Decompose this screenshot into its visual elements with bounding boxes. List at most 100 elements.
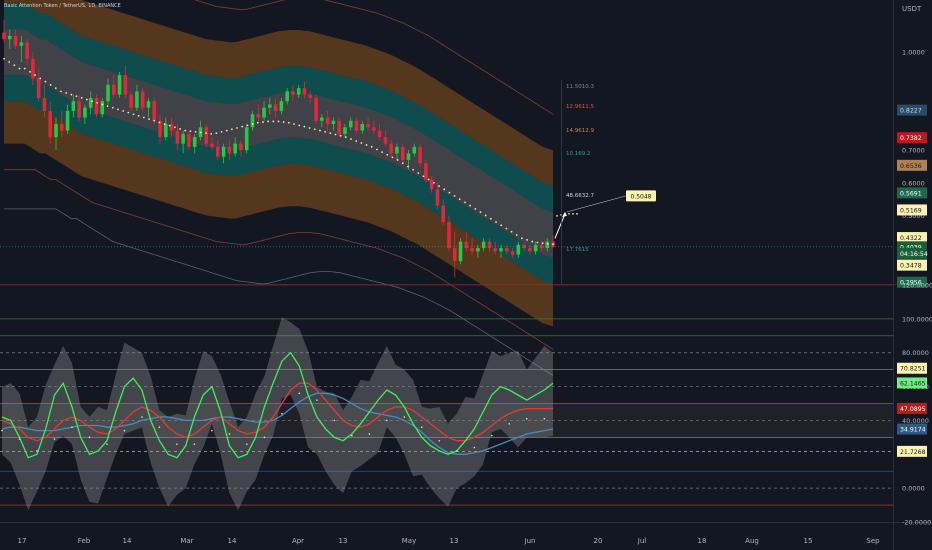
- basis-dot: [272, 120, 275, 123]
- candle-body: [59, 124, 64, 131]
- time-tick-label: May: [402, 537, 416, 545]
- rsi-tag: [897, 445, 927, 457]
- signal-dot: [421, 426, 423, 429]
- price-tick-label: 0.6000: [902, 179, 925, 187]
- price-tag: [897, 276, 927, 288]
- teal-upper-band: [4, 3, 553, 213]
- candle-body: [250, 114, 255, 128]
- basis-dot: [189, 130, 192, 133]
- candle-body: [268, 104, 272, 108]
- signal-dot: [1, 429, 3, 432]
- candle-body: [175, 130, 180, 144]
- rsi-tick-label: 120.0000: [902, 282, 932, 290]
- candle-body: [169, 124, 174, 131]
- price-tag: [897, 204, 927, 216]
- candle-body: [36, 78, 41, 98]
- signal-dot: [176, 443, 178, 445]
- basis-dot: [106, 105, 109, 107]
- basis-dot: [142, 116, 145, 119]
- basis-dot: [85, 98, 88, 101]
- basis-dot: [381, 151, 383, 154]
- signal-dot: [211, 429, 213, 432]
- basis-dot: [184, 129, 187, 132]
- candle-body: [227, 146, 232, 154]
- candle-body: [13, 35, 18, 46]
- basis-dot: [8, 61, 11, 63]
- signal-dot: [368, 433, 371, 435]
- basis-dot: [541, 242, 544, 245]
- basis-dot: [474, 208, 477, 210]
- price-tick-label: 0.5000: [902, 212, 925, 220]
- signal-dot: [193, 443, 196, 445]
- basis-dot: [122, 110, 125, 112]
- candle-body: [146, 101, 151, 108]
- candle-body: [325, 117, 330, 125]
- basis-dot: [546, 242, 549, 245]
- outer-upper-band: [4, 0, 553, 187]
- candle-body: [360, 124, 365, 131]
- time-tick-label: 14: [228, 537, 237, 545]
- candle-body: [152, 101, 157, 121]
- basis-dot: [13, 64, 16, 67]
- level-label: 48.6632.7: [566, 193, 594, 199]
- price-tag: [897, 247, 927, 259]
- middle-band: [4, 29, 553, 258]
- candle-body: [256, 114, 261, 118]
- time-tick-label: Apr: [292, 537, 304, 545]
- basis-dot: [215, 132, 218, 135]
- basis-dot: [407, 165, 409, 168]
- candle-body: [31, 58, 35, 79]
- candle-body: [210, 143, 214, 147]
- basis-dot: [464, 201, 466, 204]
- currency-label: USDT: [902, 5, 922, 13]
- basis-dot: [355, 140, 358, 142]
- candle-body: [164, 124, 168, 138]
- basis-dot: [205, 132, 207, 135]
- basis-dot: [484, 214, 487, 217]
- signal-dot: [543, 417, 546, 420]
- basis-dot: [329, 132, 332, 135]
- rsi-tick-label: -20.0000: [902, 519, 931, 527]
- candle-body: [129, 94, 133, 108]
- basis-dot: [495, 221, 497, 223]
- level-label: 17.7615: [566, 247, 589, 253]
- basis-dot: [241, 125, 244, 128]
- candle-body: [366, 124, 370, 128]
- basis-dot: [39, 77, 42, 80]
- basis-dot: [412, 168, 415, 171]
- candle-body: [429, 179, 434, 190]
- basis-dot: [28, 70, 31, 73]
- price-tick-label: 1.0000: [902, 49, 925, 57]
- rsi-tick-label: 40.0000: [902, 417, 929, 425]
- candle-body: [493, 248, 498, 252]
- candle-body: [452, 248, 457, 262]
- basis-dot: [360, 142, 363, 144]
- basis-dot: [70, 93, 73, 96]
- candle-body: [273, 104, 278, 111]
- candle-body: [187, 133, 191, 147]
- basis-dot: [303, 125, 306, 128]
- basis-dot: [158, 121, 161, 124]
- basis-dot: [422, 175, 425, 178]
- rsi-tick-label: 100.0000: [902, 315, 932, 323]
- basis-dot: [3, 57, 5, 60]
- signal-dot: [403, 416, 406, 418]
- rsi-tag-label: 47.0895: [900, 406, 926, 413]
- basis-dot: [267, 120, 270, 123]
- basis-dot: [168, 124, 171, 127]
- price-tag-label: 0.6536: [900, 163, 922, 170]
- rsi-tick-label: 0.0000: [902, 485, 925, 493]
- signal-dot: [88, 436, 91, 439]
- basis-dot: [199, 131, 202, 134]
- basis-dot: [225, 129, 228, 132]
- projection-dot: [576, 212, 578, 215]
- rsi-tag: [897, 362, 927, 374]
- basis-dot: [34, 74, 36, 76]
- basis-dot: [91, 100, 93, 103]
- basis-dot: [427, 178, 430, 181]
- candle-body: [112, 84, 116, 95]
- candle-body: [395, 146, 399, 154]
